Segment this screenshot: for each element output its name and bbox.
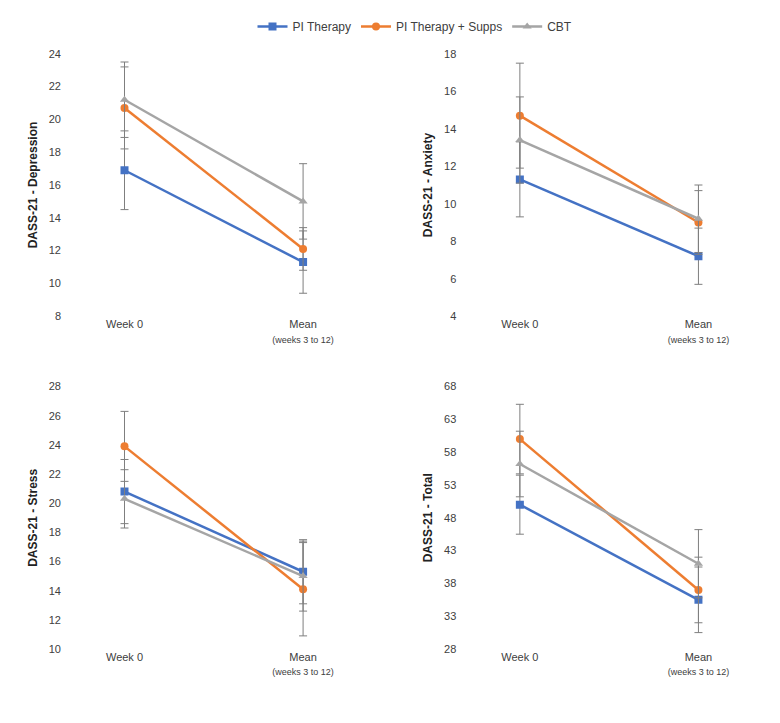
svg-text:20: 20	[49, 113, 61, 125]
svg-text:6: 6	[450, 273, 456, 285]
svg-text:20: 20	[49, 497, 61, 509]
svg-text:28: 28	[49, 380, 61, 392]
svg-text:18: 18	[444, 48, 456, 60]
svg-text:8: 8	[55, 310, 61, 322]
svg-text:14: 14	[49, 585, 61, 597]
svg-text:16: 16	[444, 85, 456, 97]
svg-text:33: 33	[444, 610, 456, 622]
svg-text:43: 43	[444, 544, 456, 556]
svg-text:10: 10	[49, 643, 61, 655]
svg-text:Week 0: Week 0	[501, 651, 538, 663]
svg-text:68: 68	[444, 380, 456, 392]
svg-text:PI Therapy: PI Therapy	[293, 20, 351, 34]
svg-text:14: 14	[49, 212, 61, 224]
svg-text:18: 18	[49, 146, 61, 158]
svg-text:Mean(weeks 3 to 12): Mean(weeks 3 to 12)	[668, 318, 730, 344]
svg-text:PI Therapy + Supps: PI Therapy + Supps	[396, 20, 502, 34]
svg-text:Week 0: Week 0	[106, 651, 143, 663]
svg-text:22: 22	[49, 468, 61, 480]
svg-text:14: 14	[444, 123, 456, 135]
svg-text:12: 12	[49, 244, 61, 256]
svg-text:28: 28	[444, 643, 456, 655]
svg-text:12: 12	[49, 614, 61, 626]
svg-text:Mean(weeks 3 to 12): Mean(weeks 3 to 12)	[272, 318, 334, 344]
svg-text:Mean(weeks 3 to 12): Mean(weeks 3 to 12)	[668, 651, 730, 677]
svg-text:Week 0: Week 0	[106, 318, 143, 330]
svg-text:24: 24	[49, 439, 61, 451]
svg-text:26: 26	[49, 410, 61, 422]
svg-text:DASS-21 - Stress: DASS-21 - Stress	[26, 468, 40, 566]
svg-text:48: 48	[444, 512, 456, 524]
svg-text:DASS-21 - Total: DASS-21 - Total	[421, 473, 435, 562]
svg-text:16: 16	[49, 179, 61, 191]
svg-text:24: 24	[49, 48, 61, 60]
svg-text:10: 10	[444, 198, 456, 210]
svg-text:18: 18	[49, 526, 61, 538]
svg-text:DASS-21 - Depression: DASS-21 - Depression	[26, 122, 40, 249]
svg-text:58: 58	[444, 446, 456, 458]
svg-text:12: 12	[444, 160, 456, 172]
svg-text:Mean(weeks 3 to 12): Mean(weeks 3 to 12)	[272, 651, 334, 677]
svg-text:38: 38	[444, 577, 456, 589]
svg-text:4: 4	[450, 310, 456, 322]
svg-text:53: 53	[444, 479, 456, 491]
svg-text:63: 63	[444, 413, 456, 425]
svg-text:DASS-21 - Anxiety: DASS-21 - Anxiety	[421, 133, 435, 238]
svg-text:8: 8	[450, 235, 456, 247]
svg-text:10: 10	[49, 277, 61, 289]
svg-text:16: 16	[49, 555, 61, 567]
svg-text:22: 22	[49, 80, 61, 92]
svg-text:CBT: CBT	[547, 20, 572, 34]
svg-text:Week 0: Week 0	[501, 318, 538, 330]
